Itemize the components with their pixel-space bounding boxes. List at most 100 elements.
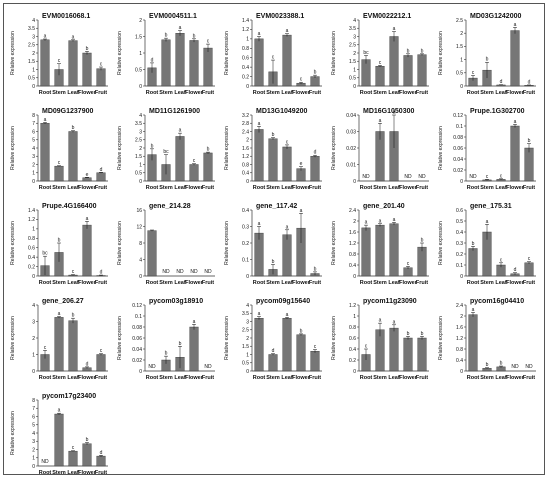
significance-letter: b (300, 328, 303, 334)
significance-letter: c (44, 345, 47, 351)
significance-letter: c (500, 257, 503, 263)
x-tick-label: Flower (78, 185, 97, 191)
x-tick-label: Root (39, 280, 52, 286)
x-tick-label: Root (467, 375, 480, 381)
y-tick-label: 2 (353, 51, 356, 57)
panel-title: pycom11g23090 (363, 298, 417, 305)
x-tick-label: Root (360, 375, 373, 381)
y-tick-label: 0.2 (28, 264, 35, 270)
y-tick-label: 2 (246, 336, 249, 342)
significance-letter: b (314, 70, 317, 76)
y-axis-label: Relative expression (117, 316, 123, 360)
x-tick-label: Flower (506, 280, 525, 286)
bar (310, 351, 320, 372)
y-tick-label: 8 (139, 241, 142, 247)
significance-letter: d (151, 57, 154, 63)
significance-letter: c (72, 269, 75, 275)
x-tick-label: Flower (506, 90, 525, 96)
bar (203, 47, 213, 87)
x-tick-label: Fruit (416, 280, 428, 286)
y-tick-label: 1.5 (456, 44, 463, 50)
significance-letter: c (286, 139, 289, 145)
y-tick-label: 0.5 (28, 76, 35, 82)
bar (375, 224, 385, 277)
y-tick-label: 0.4 (456, 358, 463, 364)
x-tick-label: Stem (266, 185, 280, 191)
y-tick-label: 2.4 (242, 129, 249, 135)
y-tick-label: 0 (353, 84, 356, 90)
x-tick-label: Leaf (281, 375, 292, 381)
x-tick-label: Fruit (95, 90, 107, 96)
x-tick-label: Fruit (95, 375, 107, 381)
y-tick-label: 1.5 (28, 59, 35, 65)
panel-title: gene_214.28 (149, 203, 191, 210)
y-tick-label: 0.8 (28, 236, 35, 242)
significance-letter: c (58, 58, 61, 64)
chart-panel: gene_206.27 0 1 2 3 4 Relative expression Root c… (10, 298, 108, 381)
y-tick-label: 1 (32, 171, 35, 177)
bar (175, 136, 185, 182)
bar (40, 39, 50, 87)
panel-title: pycom17g23400 (42, 393, 96, 400)
y-tick-label: 6 (32, 414, 35, 420)
y-tick-label: 1.5 (349, 59, 356, 65)
x-tick-label: Leaf (388, 375, 399, 381)
significance-letter: e (86, 172, 89, 178)
y-tick-label: 1.6 (349, 230, 356, 236)
y-tick-label: 1 (353, 314, 356, 320)
panel-title: gene_175.31 (470, 203, 512, 210)
y-tick-label: 0.5 (456, 71, 463, 77)
y-tick-label: 0.4 (242, 171, 249, 177)
significance-letter: a (514, 119, 517, 125)
nd-label: ND (148, 364, 156, 370)
bar (389, 223, 399, 277)
bar (96, 455, 106, 467)
y-tick-label: 0.8 (456, 347, 463, 353)
chart-panel: EVM0004511.1 0 0.5 1 1.5 2 Relative expression… (117, 13, 215, 96)
x-tick-label: Stem (52, 470, 66, 474)
panel-title: MD11G1261900 (149, 108, 200, 115)
x-tick-label: Leaf (281, 90, 292, 96)
y-tick-label: 0.8 (349, 252, 356, 258)
x-tick-label: Leaf (67, 90, 78, 96)
significance-letter: b (86, 437, 89, 443)
chart-panel: EVM0022212.1 0 0.5 1 1.5 2 2.5 3 3.5 4 Relative ex… (331, 13, 429, 96)
significance-letter: c (314, 344, 317, 350)
panel-title: EVM0023388.1 (256, 13, 304, 20)
y-tick-label: 0 (246, 84, 249, 90)
panel-title: gene_117.42 (256, 203, 297, 210)
y-tick-label: 5 (32, 423, 35, 429)
y-tick-label: 1 (460, 57, 463, 63)
bar (189, 164, 199, 182)
y-tick-label: 2.5 (349, 43, 356, 49)
y-axis-label: Relative expression (438, 221, 444, 265)
x-tick-label: Stem (52, 90, 66, 96)
y-tick-label: 2 (32, 336, 35, 342)
y-tick-label: 0.6 (456, 208, 463, 214)
nd-label: ND (404, 174, 412, 180)
y-tick-label: 0 (460, 179, 463, 185)
bar (203, 152, 213, 182)
y-axis-label: Relative expression (117, 221, 123, 265)
y-tick-label: 4 (32, 303, 35, 309)
y-tick-label: 5 (32, 138, 35, 144)
significance-letter: b (272, 132, 275, 138)
x-tick-label: Fruit (309, 90, 321, 96)
y-tick-label: 0.2 (242, 241, 249, 247)
significance-letter: c (379, 60, 382, 66)
x-tick-label: Stem (52, 280, 66, 286)
y-tick-label: 1.2 (349, 241, 356, 247)
bar (175, 33, 185, 87)
x-tick-label: Leaf (388, 185, 399, 191)
nd-label: ND (469, 174, 477, 180)
y-tick-label: 6 (32, 129, 35, 135)
y-tick-label: 3.2 (242, 113, 249, 119)
y-tick-label: 1.2 (456, 336, 463, 342)
y-tick-label: 0 (139, 84, 142, 90)
x-tick-label: Root (467, 185, 480, 191)
x-tick-label: Flower (399, 375, 418, 381)
bar (96, 354, 106, 372)
x-tick-label: Stem (373, 375, 387, 381)
bar (254, 318, 264, 372)
bar (96, 68, 106, 87)
